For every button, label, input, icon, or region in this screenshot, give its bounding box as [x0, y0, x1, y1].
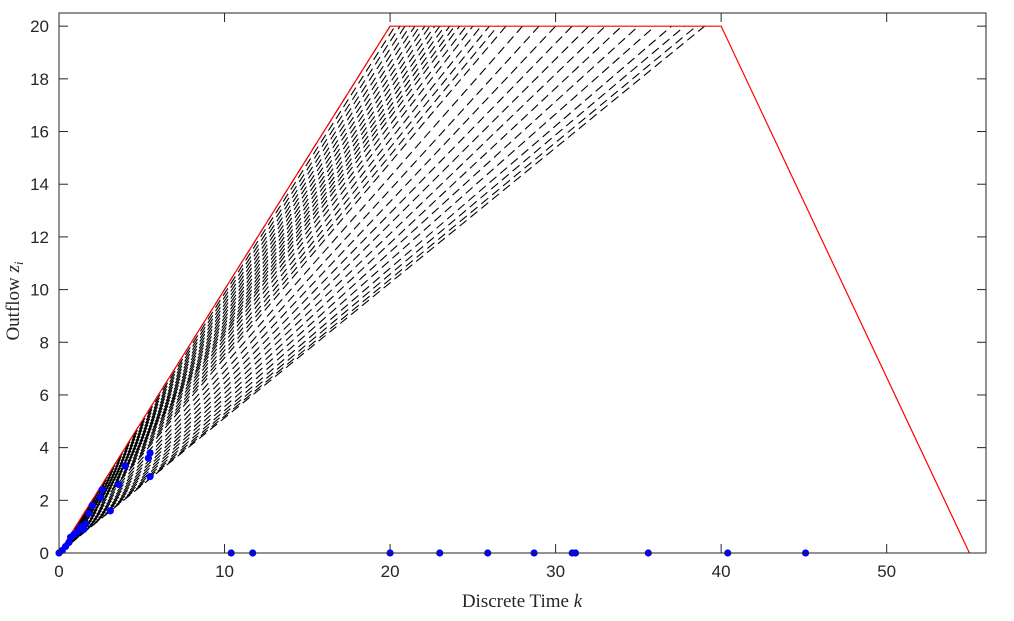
capacity-envelope: [58, 25, 970, 554]
trajectory-line: [58, 25, 697, 554]
data-point: [96, 494, 104, 502]
trajectory-line: [58, 25, 499, 554]
trajectory-line: [58, 25, 426, 554]
trajectory-line: [58, 25, 490, 554]
trajectory-line: [58, 25, 573, 554]
trajectory-line: [58, 25, 540, 554]
y-tick-label: 14: [30, 175, 49, 194]
y-tick-label: 6: [40, 386, 49, 405]
data-point: [146, 449, 154, 457]
trajectory-line: [58, 25, 623, 554]
trajectory-line: [58, 25, 482, 554]
trajectory-line: [58, 25, 461, 554]
trajectory-line: [58, 25, 606, 554]
axes: [58, 12, 987, 554]
tick-labels: 0 10 20 30 40 50 0 2 4 6 8 10 12 14 16 18 20: [30, 17, 896, 581]
data-point: [98, 486, 106, 494]
y-tick-label: 12: [30, 228, 49, 247]
y-tick-label: 10: [30, 281, 49, 300]
data-point: [146, 473, 154, 481]
y-tick-label: 2: [40, 491, 49, 510]
trajectory-lines: [58, 25, 705, 554]
trajectory-line: [58, 25, 474, 554]
trajectory-line: [58, 25, 416, 554]
y-tick-label: 0: [40, 544, 49, 563]
y-tick-label: 16: [30, 123, 49, 142]
trajectory-line: [58, 25, 639, 554]
trajectory-line: [58, 25, 686, 554]
x-tick-label: 40: [712, 562, 731, 581]
x-tick-label: 0: [54, 562, 63, 581]
trajectory-line: [58, 25, 705, 554]
x-tick-label: 10: [215, 562, 234, 581]
trajectory-line: [58, 25, 436, 554]
trajectory-line: [58, 25, 411, 554]
trajectory-line: [58, 25, 672, 554]
y-tick-label: 8: [40, 333, 49, 352]
trajectory-line: [58, 25, 590, 554]
data-point: [85, 509, 93, 518]
trajectory-line: [58, 25, 446, 554]
trajectory-line: [58, 25, 523, 554]
y-tick-label: 18: [30, 70, 49, 89]
data-point: [114, 480, 123, 489]
trajectory-line: [58, 25, 507, 554]
plot-frame: [58, 12, 987, 554]
trajectory-line: [58, 25, 406, 554]
trajectory-line: [58, 25, 431, 554]
data-point: [121, 462, 129, 470]
trajectory-line: [58, 25, 396, 554]
trajectory-line: [58, 25, 557, 554]
x-tick-label: 30: [546, 562, 565, 581]
y-tick-label: 4: [40, 439, 49, 458]
scatter-points: [55, 449, 810, 557]
y-axis-title: Outflow zi: [3, 261, 26, 340]
x-tick-label: 50: [877, 562, 896, 581]
data-point: [106, 507, 114, 515]
y-tick-label: 20: [30, 17, 49, 36]
x-tick-label: 20: [381, 562, 400, 581]
data-point: [81, 520, 90, 528]
x-axis-title: Discrete Time k: [462, 591, 583, 612]
data-point: [88, 501, 96, 510]
trajectory-line: [58, 25, 451, 554]
trajectory-line: [58, 25, 421, 554]
trajectory-line: [58, 25, 456, 554]
trajectory-line: [58, 25, 656, 554]
trajectory-line: [58, 25, 467, 554]
trajectory-line: [58, 25, 441, 554]
envelope-line: [58, 25, 970, 554]
trajectory-line: [58, 25, 401, 554]
